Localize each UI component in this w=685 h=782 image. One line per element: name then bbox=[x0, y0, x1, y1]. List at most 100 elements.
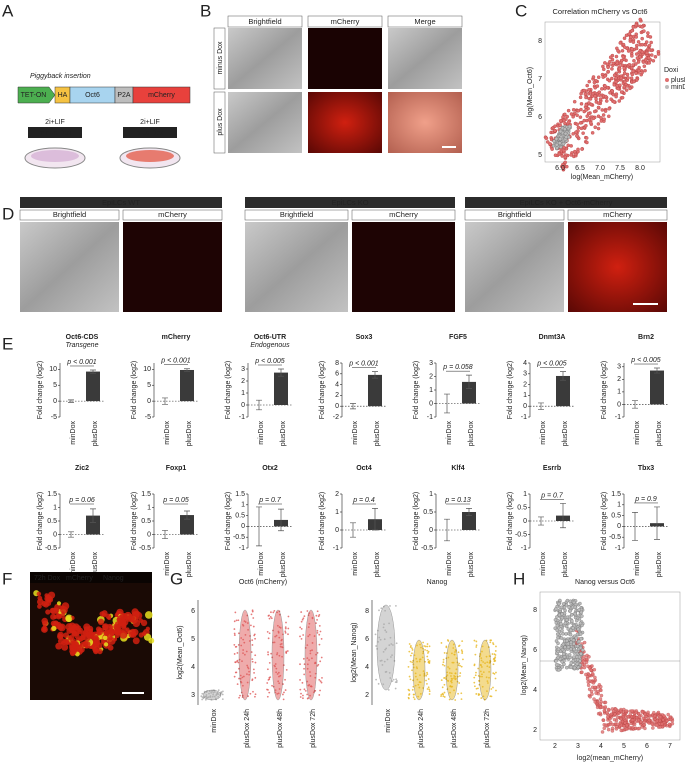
micrograph bbox=[388, 28, 462, 89]
scatter-texture bbox=[251, 639, 254, 642]
scatter-texture bbox=[548, 142, 552, 146]
scatter-texture bbox=[578, 601, 582, 606]
column-header bbox=[122, 209, 223, 221]
group-header bbox=[465, 197, 667, 208]
scatter-texture bbox=[428, 688, 431, 691]
construct-label: TET-ON bbox=[21, 92, 47, 99]
scatter-texture bbox=[619, 58, 624, 63]
scatter-texture bbox=[254, 661, 257, 664]
scatter-texture bbox=[580, 147, 584, 151]
scatter-texture bbox=[302, 694, 304, 697]
scatter-texture bbox=[300, 638, 303, 640]
scatter-texture bbox=[632, 79, 636, 84]
y-axis-label: Fold change (log2) bbox=[601, 361, 608, 419]
scatter-texture bbox=[630, 72, 635, 77]
plot-frame bbox=[539, 591, 681, 741]
column-header-text: Brightfield bbox=[53, 210, 86, 219]
x-tick-label: 7.5 bbox=[615, 165, 625, 172]
p-value: p < 0.005 bbox=[536, 360, 566, 367]
scatter-texture bbox=[576, 147, 580, 152]
y-tick-label: -0.5 bbox=[515, 531, 527, 538]
column-header bbox=[567, 209, 668, 221]
scatter-texture bbox=[634, 35, 638, 39]
cell-texture bbox=[68, 622, 77, 631]
scatter-texture bbox=[427, 686, 430, 689]
scatter-texture bbox=[408, 694, 410, 696]
chart-title: Dnmt3A bbox=[539, 334, 566, 341]
y-tick-label: -0.5 bbox=[233, 534, 245, 541]
scatter-texture bbox=[580, 648, 585, 652]
scatter-texture bbox=[561, 632, 565, 636]
scatter-texture bbox=[426, 645, 429, 648]
group-header bbox=[245, 197, 455, 208]
y-tick-label: -0.5 bbox=[421, 545, 433, 552]
scatter-texture bbox=[637, 68, 641, 73]
group-header-text: EpiLCs WT bbox=[102, 198, 140, 207]
scatter-texture bbox=[426, 673, 429, 676]
scatter-texture bbox=[236, 659, 239, 662]
y-tick-label: -1 bbox=[521, 545, 527, 552]
scatter-texture bbox=[607, 78, 612, 83]
scatter-texture bbox=[592, 109, 597, 114]
scatter-texture bbox=[607, 114, 611, 119]
bar bbox=[274, 372, 288, 405]
scatter-texture bbox=[556, 655, 560, 660]
y-tick-label: 1.5 bbox=[235, 491, 245, 498]
scatter-texture bbox=[635, 43, 639, 48]
error-bar bbox=[90, 508, 96, 523]
scatter-texture bbox=[622, 71, 627, 75]
y-tick-label: 1 bbox=[53, 504, 57, 511]
cell-texture bbox=[60, 605, 65, 610]
scatter-texture bbox=[495, 671, 497, 674]
bar bbox=[368, 374, 382, 407]
scatter-texture bbox=[407, 697, 410, 700]
p-value: p < 0.001 bbox=[160, 358, 190, 365]
panel-letter: F bbox=[2, 569, 12, 588]
scatter-texture bbox=[617, 66, 622, 71]
scatter-texture bbox=[630, 28, 634, 33]
error-bar bbox=[184, 510, 190, 520]
x-tick-label: minDox bbox=[211, 709, 218, 733]
scatter-texture bbox=[600, 730, 605, 734]
scatter-texture bbox=[480, 697, 483, 699]
error-bar bbox=[372, 371, 378, 379]
scatter-texture bbox=[251, 644, 254, 646]
y-tick-label: 1 bbox=[335, 509, 339, 516]
x-tick-label: 4 bbox=[599, 743, 603, 750]
micrograph bbox=[123, 222, 222, 312]
scatter-texture bbox=[569, 665, 573, 669]
scatter-texture bbox=[284, 630, 287, 633]
scatter-texture bbox=[316, 618, 318, 621]
y-tick-label: 0.5 bbox=[611, 512, 621, 519]
y-tick-label: 2 bbox=[617, 376, 621, 383]
cell-texture bbox=[41, 600, 48, 607]
scatter-texture bbox=[555, 628, 559, 633]
scatter-texture bbox=[413, 698, 416, 701]
scatter-texture bbox=[611, 61, 616, 66]
scatter-texture bbox=[582, 665, 587, 670]
chart-title: Oct6-UTR bbox=[254, 334, 286, 341]
scatter-texture bbox=[569, 612, 574, 617]
scatter-texture bbox=[266, 682, 269, 684]
cell-texture bbox=[128, 631, 135, 638]
scatter-texture bbox=[586, 111, 591, 116]
y-axis-label: Fold change (log2) bbox=[413, 492, 420, 550]
scatter-texture bbox=[608, 91, 612, 95]
scatter-texture bbox=[640, 50, 645, 54]
y-tick-label: 0 bbox=[523, 403, 527, 410]
scatter-texture bbox=[249, 692, 252, 695]
chart-title: FGF5 bbox=[449, 334, 467, 341]
cell-texture bbox=[65, 640, 70, 645]
x-tick-label: minDox bbox=[385, 709, 392, 733]
y-tick-label: 8 bbox=[538, 38, 542, 45]
scatter-texture bbox=[559, 636, 564, 640]
construct-label: mCherry bbox=[148, 92, 175, 99]
scatter-texture bbox=[441, 686, 444, 689]
condition-label: plus Dox bbox=[136, 130, 164, 137]
cell-texture bbox=[55, 642, 63, 650]
cell-texture bbox=[95, 626, 102, 632]
scatter-texture bbox=[441, 692, 444, 695]
cell-texture bbox=[50, 613, 57, 620]
scatter-texture bbox=[571, 638, 576, 642]
scatter-texture bbox=[650, 53, 654, 57]
